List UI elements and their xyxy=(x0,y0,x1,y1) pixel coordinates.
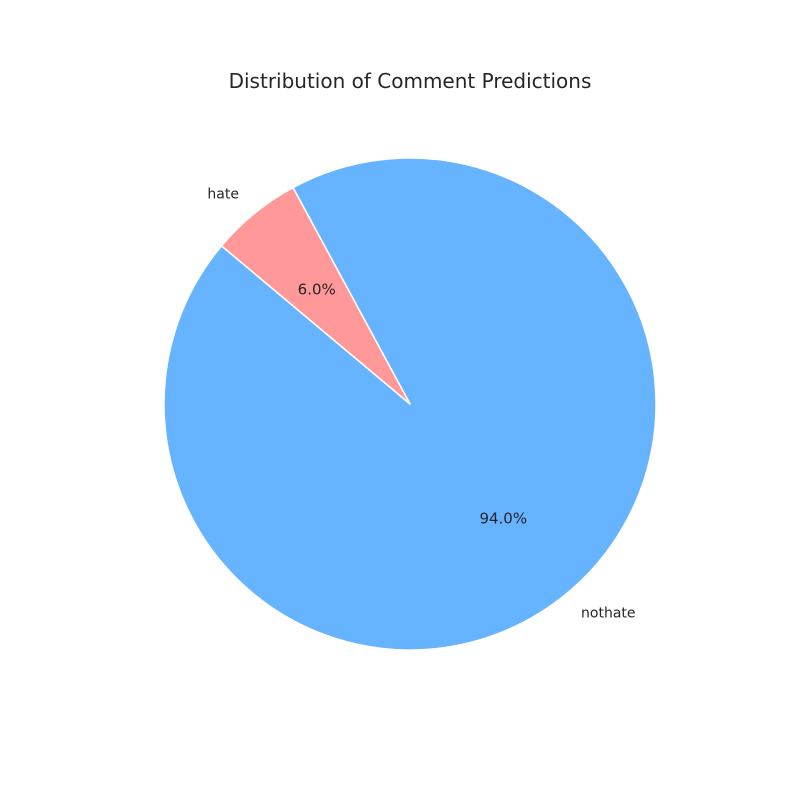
pie-slice-hate xyxy=(220,186,411,405)
slice-label-hate: hate xyxy=(207,186,239,202)
pie-slices xyxy=(163,157,657,651)
slice-percent-hate: 6.0% xyxy=(298,281,336,299)
slice-label-nothate: nothate xyxy=(581,606,635,622)
chart-title: Distribution of Comment Predictions xyxy=(229,69,592,93)
pie-labels: nothate 94.0% hate 6.0% xyxy=(207,186,635,621)
slice-percent-nothate: 94.0% xyxy=(479,509,527,527)
